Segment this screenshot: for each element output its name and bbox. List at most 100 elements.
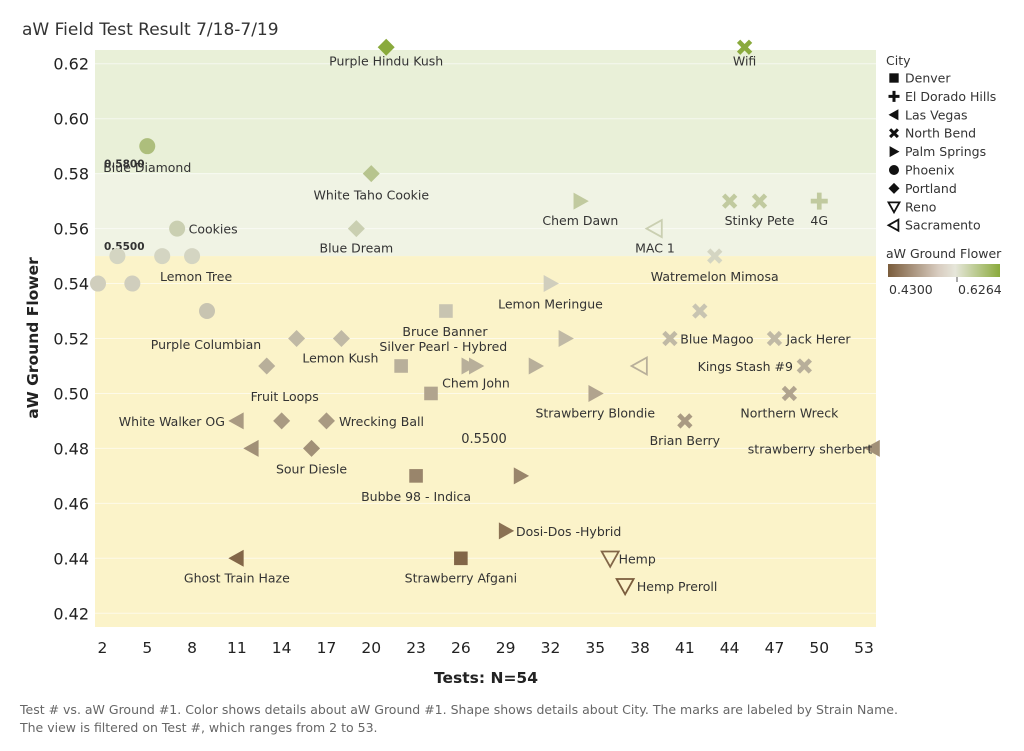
- legend-shape-sacramento[interactable]: [886, 218, 900, 233]
- data-point-19[interactable]: [439, 304, 453, 318]
- data-point-38[interactable]: [317, 412, 335, 430]
- y-tick-label: 0.46: [53, 494, 89, 513]
- legend-shape-reno[interactable]: [886, 201, 902, 215]
- legend-shape-las-vegas[interactable]: [888, 109, 899, 121]
- data-point-15[interactable]: [89, 275, 106, 292]
- point-label-1: Wifi: [733, 53, 756, 68]
- data-point-16[interactable]: [124, 275, 141, 292]
- point-label-13: Lemon Tree: [160, 269, 233, 284]
- data-point-36[interactable]: [228, 412, 244, 430]
- data-point-6[interactable]: [748, 189, 772, 213]
- data-point-29[interactable]: [468, 357, 485, 375]
- x-tick-label: 8: [187, 639, 197, 657]
- data-point-33[interactable]: [424, 386, 438, 401]
- legend-panel: City Denver El Dorado Hills Las Vegas North…: [886, 53, 1002, 297]
- data-point-10[interactable]: [644, 218, 663, 239]
- legend-shape-el-dorado-hills[interactable]: [888, 90, 900, 102]
- data-point-7[interactable]: [810, 192, 828, 210]
- point-label-4: Chem Dawn: [542, 213, 618, 228]
- data-point-27[interactable]: [394, 359, 408, 373]
- data-point-39[interactable]: [673, 409, 697, 433]
- point-label-46: Ghost Train Haze: [184, 570, 290, 585]
- x-tick-label: 47: [765, 639, 785, 657]
- data-point-8[interactable]: [169, 220, 186, 237]
- y-tick-label: 0.58: [53, 165, 89, 184]
- reference-label-1: 0.5500: [104, 241, 145, 253]
- point-label-41: Sour Diesle: [276, 461, 347, 476]
- data-point-41[interactable]: [303, 439, 321, 457]
- data-point-42[interactable]: [864, 439, 880, 457]
- data-point-47[interactable]: [454, 551, 468, 566]
- color-legend-title: aW Ground Flower: [886, 246, 1002, 261]
- point-label-48: Hemp: [619, 551, 656, 566]
- shape-legend-items: Denver El Dorado Hills Las Vegas North Bend…: [886, 71, 996, 233]
- point-label-42: strawberry sherbert: [748, 441, 873, 456]
- data-point-22[interactable]: [332, 330, 350, 347]
- data-point-24[interactable]: [658, 326, 682, 350]
- data-point-18[interactable]: [198, 303, 215, 320]
- data-point-26[interactable]: [258, 357, 276, 375]
- data-point-49[interactable]: [615, 578, 636, 597]
- reference-label-0: 0.5800: [104, 159, 145, 171]
- data-point-4[interactable]: [573, 192, 589, 210]
- point-label-38: Wrecking Ball: [339, 414, 424, 429]
- data-point-46[interactable]: [228, 549, 244, 567]
- point-label-36: White Walker OG: [119, 414, 225, 429]
- scatter-plot[interactable]: 0.5800 0.5500 0.42 0.44 0.46 0.48 0.50 0.52 0.5…: [0, 0, 1024, 690]
- data-point-44[interactable]: [513, 467, 530, 485]
- data-point-31[interactable]: [629, 355, 648, 377]
- x-tick-label: 50: [809, 639, 829, 657]
- x-tick-label: 38: [630, 639, 650, 657]
- data-point-17[interactable]: [543, 275, 559, 293]
- y-tick-label: 0.48: [53, 439, 89, 458]
- legend-shape-phoenix[interactable]: [889, 165, 899, 175]
- x-tick-label: 26: [451, 639, 471, 657]
- data-point-30[interactable]: [528, 357, 545, 375]
- data-point-0[interactable]: [377, 38, 395, 56]
- data-point-3[interactable]: [362, 165, 380, 183]
- center-annotation: 0.5500: [461, 432, 507, 447]
- x-tick-label: 29: [496, 639, 516, 657]
- legend-label-2: Las Vegas: [905, 107, 968, 122]
- point-label-35: Northern Wreck: [740, 405, 839, 420]
- data-point-14[interactable]: [703, 244, 727, 268]
- shape-legend-title: City: [886, 53, 911, 68]
- data-point-21[interactable]: [288, 330, 306, 347]
- point-label-18: Purple Columbian: [151, 337, 261, 352]
- data-point-45[interactable]: [498, 522, 515, 540]
- data-point-43[interactable]: [409, 469, 423, 483]
- legend-shape-north-bend[interactable]: [886, 125, 902, 141]
- color-legend-min: 0.4300: [889, 282, 933, 297]
- data-point-32[interactable]: [792, 354, 816, 378]
- data-point-11[interactable]: [109, 248, 126, 265]
- data-point-5[interactable]: [718, 189, 742, 213]
- data-point-37[interactable]: [273, 412, 291, 430]
- x-tick-label: 23: [406, 639, 426, 657]
- color-legend-gradient: [888, 264, 1000, 277]
- point-label-3: White Taho Cookie: [314, 188, 430, 203]
- data-marks[interactable]: [89, 35, 880, 597]
- point-label-17: Lemon Meringue: [498, 297, 603, 312]
- y-tick-label: 0.52: [53, 330, 89, 349]
- data-point-9[interactable]: [347, 220, 365, 238]
- data-point-25[interactable]: [762, 326, 786, 350]
- band-1: [95, 173, 876, 257]
- data-point-13[interactable]: [184, 248, 201, 265]
- data-point-20[interactable]: [688, 299, 712, 323]
- legend-shape-portland[interactable]: [888, 182, 900, 194]
- data-point-40[interactable]: [243, 439, 259, 457]
- footer-caption-line2: The view is filtered on Test #, which ra…: [20, 720, 378, 735]
- data-point-34[interactable]: [588, 384, 604, 402]
- legend-shape-palm-springs[interactable]: [889, 146, 900, 158]
- data-point-23[interactable]: [558, 330, 574, 347]
- data-point-1[interactable]: [733, 35, 757, 59]
- data-point-12[interactable]: [154, 248, 171, 265]
- point-label-10: MAC 1: [635, 241, 675, 256]
- data-point-35[interactable]: [777, 381, 801, 405]
- point-label-49: Hemp Preroll: [637, 579, 718, 594]
- band-2: [95, 256, 876, 627]
- data-point-2[interactable]: [139, 138, 156, 155]
- legend-shape-denver[interactable]: [889, 73, 899, 83]
- x-tick-label: 2: [98, 639, 108, 657]
- data-point-48[interactable]: [600, 550, 621, 569]
